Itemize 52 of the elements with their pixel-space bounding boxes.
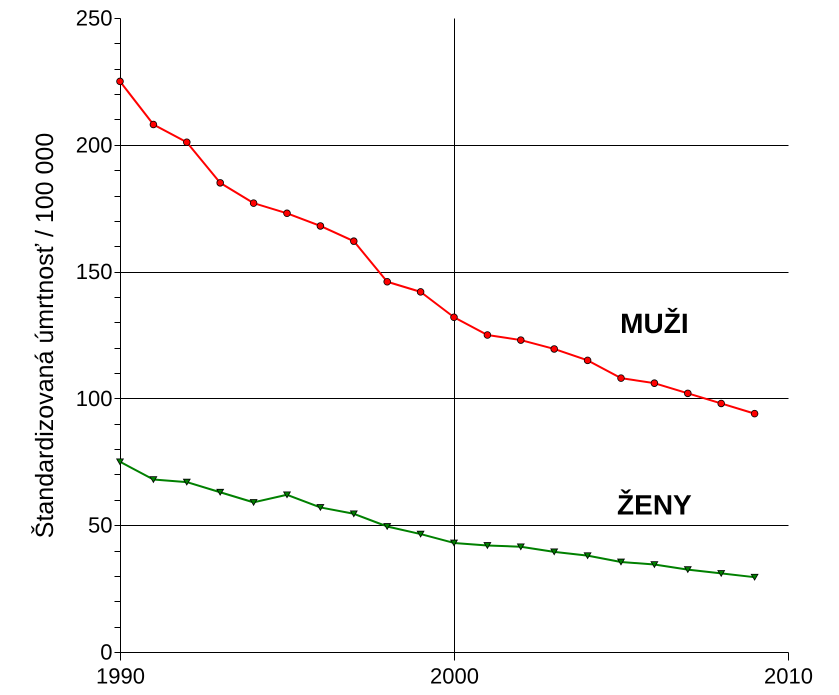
point [717, 400, 725, 408]
y-tick-label: 50 [88, 512, 112, 538]
point [383, 278, 391, 286]
x-tick-label: 2010 [764, 664, 813, 688]
y-tick-label: 0 [100, 640, 112, 664]
point [216, 488, 224, 496]
series-label: MUŽI [620, 307, 689, 340]
point [517, 336, 525, 344]
point [650, 379, 658, 387]
point [750, 410, 758, 418]
y-tick-label: 200 [76, 132, 112, 158]
point [450, 314, 458, 321]
point [484, 331, 492, 339]
point [684, 566, 692, 573]
point [550, 548, 558, 556]
point [750, 574, 758, 580]
point [183, 478, 191, 486]
point [283, 210, 291, 218]
point [316, 222, 324, 230]
point [617, 558, 625, 566]
point [250, 499, 258, 506]
x-tick-label: 2000 [430, 664, 479, 688]
y-tick-label: 150 [76, 259, 112, 284]
y-tick-label: 250 [76, 6, 112, 30]
point [350, 237, 358, 245]
point [116, 458, 124, 466]
point [383, 523, 391, 530]
point [216, 179, 224, 187]
point [717, 570, 725, 577]
point [416, 288, 424, 296]
point [517, 543, 525, 550]
point [650, 561, 658, 568]
point [584, 552, 592, 559]
point [183, 138, 191, 146]
point [250, 199, 258, 207]
point [350, 510, 358, 518]
point [150, 120, 158, 128]
point [684, 390, 692, 398]
point [150, 476, 158, 483]
point [416, 530, 424, 538]
point [617, 374, 625, 382]
point [450, 540, 458, 546]
point [584, 356, 592, 364]
point [316, 504, 324, 511]
series-label: ŽENY [617, 488, 692, 521]
point [283, 491, 291, 498]
y-tick-label: 100 [76, 386, 112, 411]
x-tick-label: 1990 [96, 664, 145, 688]
point [116, 78, 124, 86]
point [550, 345, 558, 353]
point [484, 542, 492, 549]
y-axis-title: Štandardizovaná úmrtnosť / 100 000 [30, 132, 59, 538]
